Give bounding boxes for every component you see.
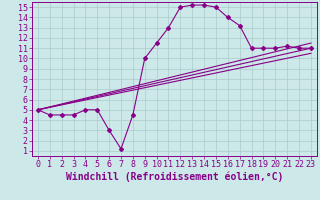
X-axis label: Windchill (Refroidissement éolien,°C): Windchill (Refroidissement éolien,°C) [66,172,283,182]
